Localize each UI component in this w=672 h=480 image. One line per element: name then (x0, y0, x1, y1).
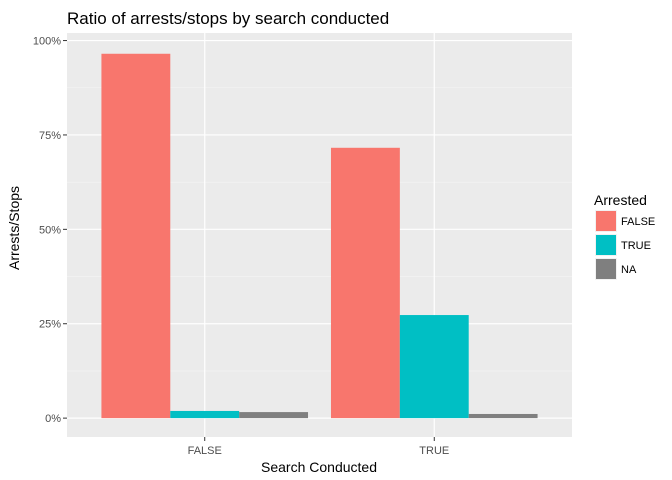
legend: Arrested FALSE TRUE NA (594, 192, 655, 280)
bar-true-false (330, 147, 400, 419)
legend-title: Arrested (594, 192, 647, 208)
chart-title: Ratio of arrests/stops by search conduct… (67, 9, 389, 28)
legend-label: TRUE (621, 240, 651, 252)
legend-label: NA (621, 264, 637, 276)
bars (101, 53, 538, 419)
legend-swatch (596, 211, 616, 231)
y-tick-label: 75% (39, 130, 61, 142)
y-tick-label: 25% (39, 319, 61, 331)
bar-true-true (399, 315, 469, 419)
legend-swatch (596, 235, 616, 255)
bar-false-true (170, 410, 240, 419)
y-axis-title: Arrests/Stops (6, 186, 22, 270)
x-tick-label: FALSE (188, 445, 222, 457)
bar-false-false (101, 53, 171, 419)
y-axis: 0% 25% 50% 75% 100% (33, 36, 67, 425)
legend-swatch (596, 259, 616, 279)
x-tick-label: TRUE (419, 445, 449, 457)
y-tick-label: 100% (33, 36, 61, 48)
y-tick-label: 0% (45, 413, 61, 425)
y-tick-label: 50% (39, 224, 61, 236)
x-axis-title: Search Conducted (261, 459, 377, 475)
bar-true-na (468, 413, 538, 419)
legend-label: FALSE (621, 216, 655, 228)
x-axis: FALSE TRUE (188, 437, 449, 457)
bar-false-na (239, 412, 309, 419)
